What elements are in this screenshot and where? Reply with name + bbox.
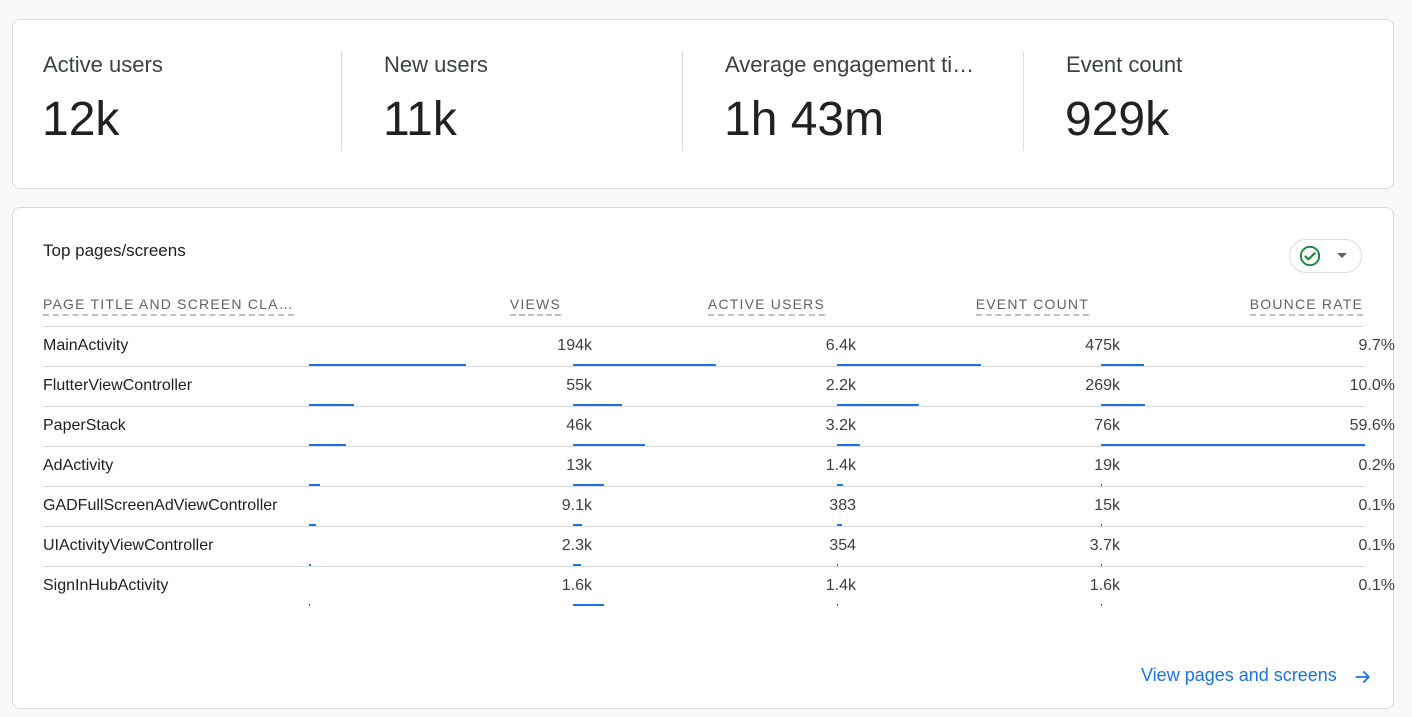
bounce-rate-cell: 9.7%	[1358, 337, 1395, 354]
page-title-cell[interactable]: UIActivityViewController	[43, 537, 214, 554]
event-count-bar	[837, 524, 842, 526]
event-count-cell: 19k	[1094, 457, 1120, 474]
bounce-rate-bar	[1101, 524, 1102, 526]
active-users-bar	[573, 444, 645, 446]
header-divider	[43, 326, 1364, 327]
page-title-cell[interactable]: AdActivity	[43, 457, 114, 474]
card-title: Top pages/screens	[43, 241, 186, 260]
bounce-rate-cell: 10.0%	[1349, 377, 1395, 394]
bounce-rate-cell: 0.1%	[1358, 537, 1395, 554]
views-bar	[309, 484, 320, 486]
active-users-cell: 1.4k	[825, 577, 856, 594]
views-cell: 1.6k	[561, 577, 592, 594]
event-count-cell: 15k	[1094, 497, 1120, 514]
active-users-bar	[573, 524, 582, 526]
top-pages-card: Top pages/screens PAGE TITLE AND SCREEN …	[12, 207, 1395, 709]
table-row[interactable]: AdActivity 13k 1.4k 19k 0.2%	[43, 447, 1395, 487]
metric-label: Active users	[43, 52, 163, 77]
bounce-rate-cell: 0.1%	[1358, 497, 1395, 514]
metric-label: New users	[384, 52, 488, 77]
table-row[interactable]: UIActivityViewController 2.3k 354 3.7k 0.1%	[43, 527, 1395, 567]
chevron-down-icon	[1337, 253, 1347, 258]
check-circle-icon	[1299, 245, 1321, 267]
bounce-rate-bar	[1101, 484, 1102, 486]
page-title-cell[interactable]: SignInHubActivity	[43, 577, 169, 594]
metric-average-engagement-time[interactable]: Average engagement ti… 1h 43m	[695, 20, 995, 190]
bounce-rate-bar	[1101, 364, 1144, 366]
metric-value: 12k	[42, 93, 120, 146]
active-users-bar	[573, 404, 622, 406]
column-header-views[interactable]: VIEWS	[509, 296, 561, 316]
views-bar	[309, 564, 311, 566]
active-users-bar	[573, 484, 604, 486]
views-cell: 2.3k	[561, 537, 592, 554]
event-count-cell: 3.7k	[1089, 537, 1120, 554]
table-row[interactable]: SignInHubActivity 1.6k 1.4k 1.6k 0.1%	[43, 567, 1395, 607]
active-users-cell: 6.4k	[825, 337, 856, 354]
event-count-bar	[837, 604, 838, 606]
views-bar	[309, 404, 354, 406]
table-row[interactable]: GADFullScreenAdViewController 9.1k 383 15k 0…	[43, 487, 1395, 527]
active-users-cell: 2.2k	[825, 377, 856, 394]
event-count-bar	[837, 364, 981, 366]
event-count-cell: 1.6k	[1089, 577, 1120, 594]
views-cell: 55k	[566, 377, 592, 394]
bounce-rate-cell: 0.1%	[1358, 577, 1395, 594]
page-title-cell[interactable]: GADFullScreenAdViewController	[43, 497, 278, 514]
metric-divider	[1023, 51, 1024, 151]
metric-new-users[interactable]: New users 11k	[354, 20, 654, 190]
table-row[interactable]: PaperStack 46k 3.2k 76k 59.6%	[43, 407, 1395, 447]
bounce-rate-bar	[1101, 404, 1145, 406]
views-cell: 194k	[557, 337, 592, 354]
metric-divider	[341, 51, 342, 151]
views-bar	[309, 444, 346, 446]
metric-value: 929k	[1065, 93, 1170, 146]
active-users-bar	[573, 564, 581, 566]
bounce-rate-cell: 0.2%	[1358, 457, 1395, 474]
active-users-cell: 354	[829, 537, 856, 554]
event-count-cell: 76k	[1094, 417, 1120, 434]
views-cell: 9.1k	[561, 497, 592, 514]
page-title-cell[interactable]: MainActivity	[43, 337, 129, 354]
active-users-bar	[573, 604, 604, 606]
views-bar	[309, 364, 466, 366]
event-count-bar	[837, 484, 843, 486]
page-title-cell[interactable]: PaperStack	[43, 417, 126, 434]
bounce-rate-bar	[1101, 444, 1365, 446]
metric-divider	[682, 51, 683, 151]
column-header-page-title[interactable]: PAGE TITLE AND SCREEN CLA…	[43, 296, 294, 316]
event-count-bar	[837, 564, 838, 566]
bounce-rate-cell: 59.6%	[1349, 417, 1395, 434]
arrow-right-icon[interactable]	[1353, 667, 1373, 687]
metric-active-users[interactable]: Active users 12k	[13, 20, 313, 190]
column-header-bounce-rate[interactable]: BOUNCE RATE	[1249, 296, 1363, 316]
views-cell: 46k	[566, 417, 592, 434]
column-header-active-users[interactable]: ACTIVE USERS	[707, 296, 825, 316]
event-count-bar	[837, 444, 860, 446]
active-users-cell: 1.4k	[825, 457, 856, 474]
metric-value: 11k	[383, 93, 457, 146]
active-users-cell: 383	[829, 497, 856, 514]
event-count-cell: 475k	[1085, 337, 1120, 354]
comparison-status-button[interactable]	[1289, 239, 1362, 273]
column-header-event-count[interactable]: EVENT COUNT	[975, 296, 1089, 316]
views-cell: 13k	[566, 457, 592, 474]
bounce-rate-bar	[1101, 564, 1102, 566]
metric-label: Average engagement ti…	[725, 52, 975, 77]
active-users-bar	[573, 364, 716, 366]
view-pages-and-screens-link[interactable]: View pages and screens	[1141, 665, 1337, 685]
table-row[interactable]: MainActivity 194k 6.4k 475k 9.7%	[43, 327, 1395, 367]
metric-label: Event count	[1066, 52, 1183, 77]
event-count-cell: 269k	[1085, 377, 1120, 394]
active-users-cell: 3.2k	[825, 417, 856, 434]
metric-event-count[interactable]: Event count 929k	[1036, 20, 1336, 190]
event-count-bar	[837, 404, 919, 406]
metric-value: 1h 43m	[724, 93, 885, 146]
metrics-card: Active users 12k New users 11k Average e…	[12, 19, 1394, 189]
views-bar	[309, 524, 316, 526]
page-title-cell[interactable]: FlutterViewController	[43, 377, 193, 394]
views-bar	[309, 604, 310, 606]
bounce-rate-bar	[1101, 604, 1102, 606]
table-row[interactable]: FlutterViewController 55k 2.2k 269k 10.0%	[43, 367, 1395, 407]
